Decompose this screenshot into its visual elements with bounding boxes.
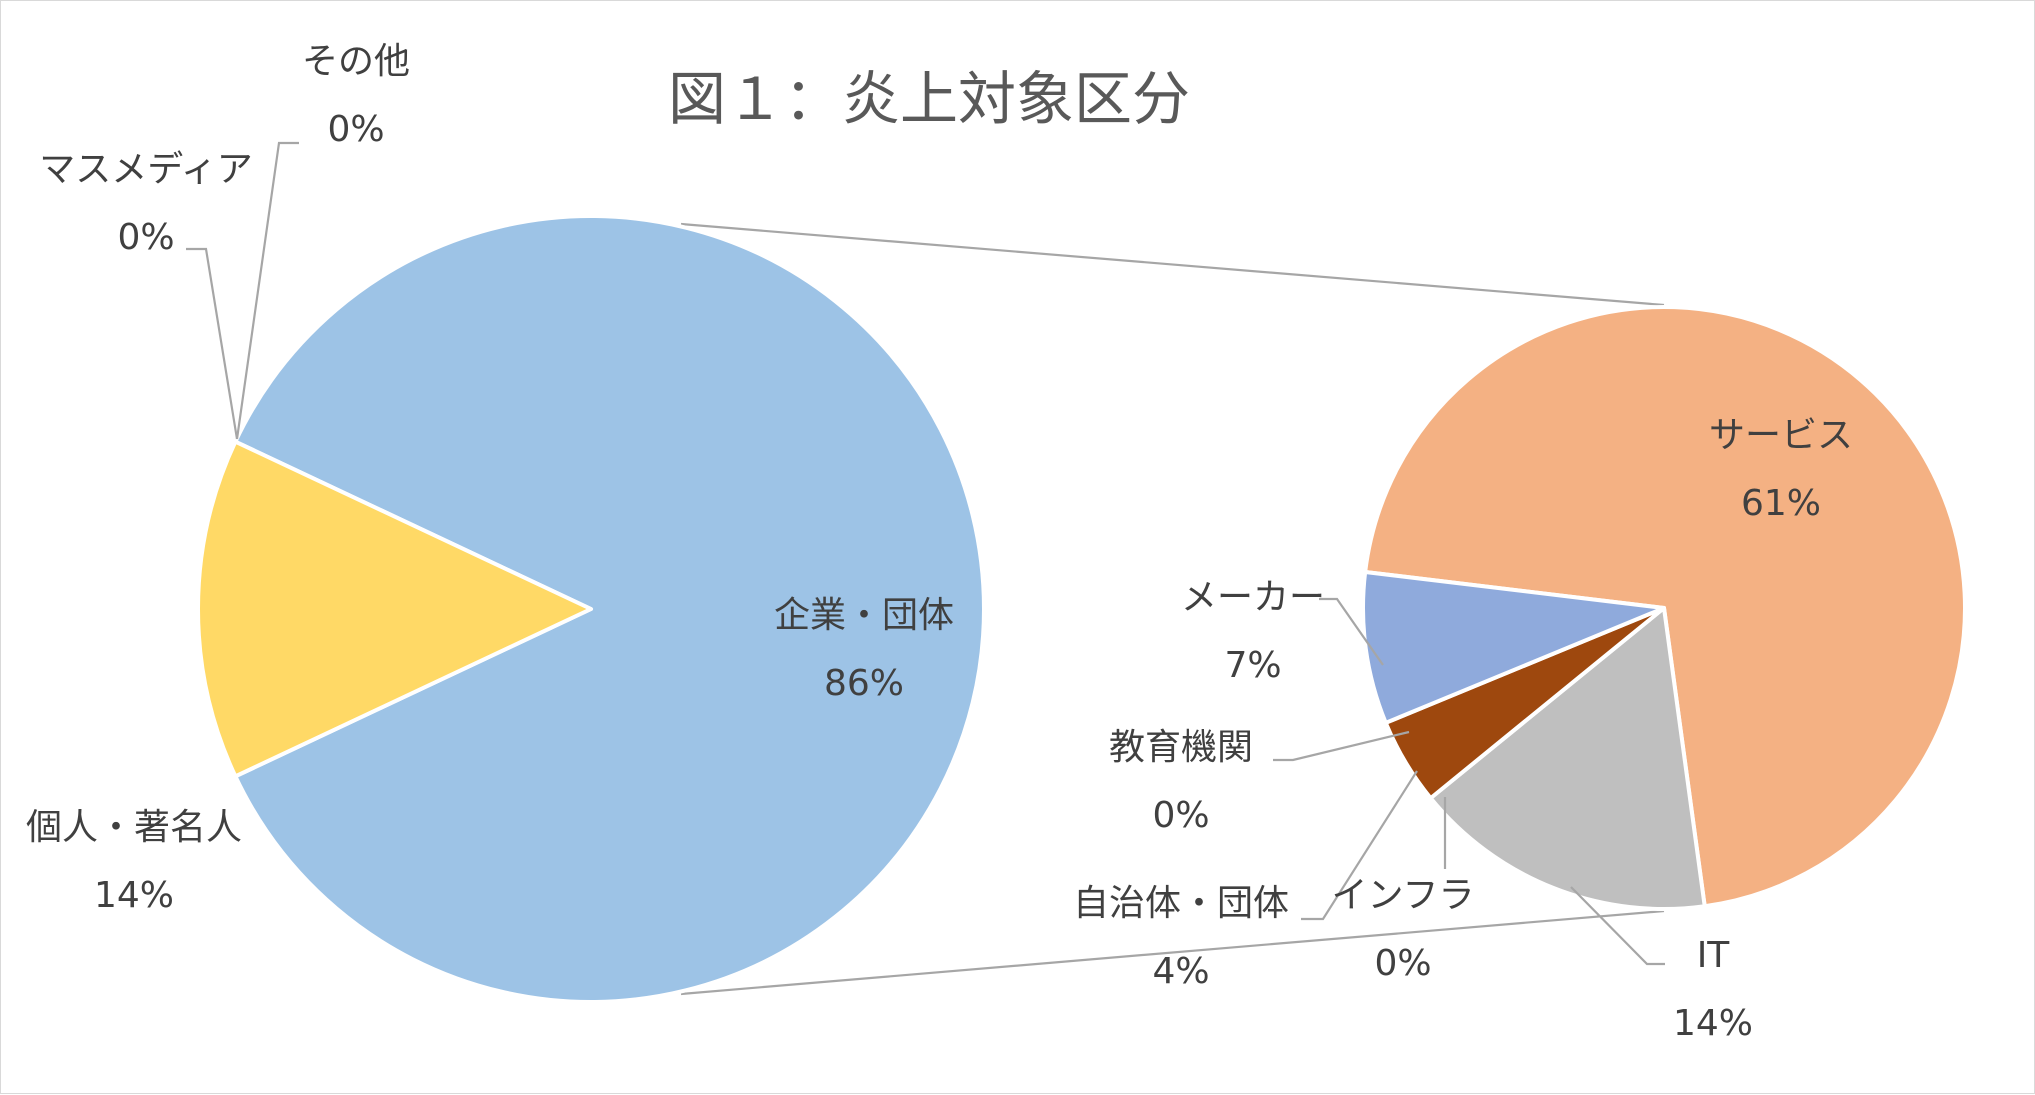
secondary-pie	[1361, 305, 1967, 911]
jichitai-value-label: 4%	[1152, 951, 1209, 992]
kojin-name-label: 個人・著名人	[26, 807, 242, 848]
kyoiku-value-label: 0%	[1152, 795, 1209, 836]
connector-bottom	[680, 909, 1665, 996]
sonota-leader-line	[235, 141, 299, 440]
secondary-slice-1	[1428, 606, 1707, 911]
masumedia-name-label: マスメディア	[39, 149, 252, 190]
leader-lines	[186, 141, 1665, 966]
kigyo-name-label: 企業・団体	[774, 595, 954, 636]
primary-slice-0	[233, 214, 986, 1004]
it-value-label: 14%	[1673, 1003, 1753, 1044]
masumedia-leader-line	[186, 247, 239, 440]
it-name-label: IT	[1697, 935, 1731, 976]
primary-pie	[196, 214, 986, 1004]
infura-name-label: インフラ	[1332, 875, 1475, 916]
kigyo-value-label: 86%	[824, 663, 904, 704]
it-leader-line	[1570, 886, 1665, 966]
kojin-value-label: 14%	[94, 875, 174, 916]
kyoiku-leader-line	[1273, 730, 1410, 762]
sonota-name-label: その他	[302, 41, 410, 82]
sonota-value-label: 0%	[327, 109, 384, 150]
kyoiku-name-label: 教育機関	[1109, 727, 1253, 768]
jichitai-name-label: 自治体・団体	[1073, 883, 1289, 924]
maker-value-label: 7%	[1224, 645, 1281, 686]
connector-lines	[680, 222, 1665, 996]
infura-value-label: 0%	[1374, 943, 1431, 984]
data-labels: 企業・団体 86% 個人・著名人 14% マスメディア 0% その他 0% サービス 61% メーカ…	[26, 41, 1853, 1044]
chart-title: 図１：炎上対象区分	[668, 65, 1190, 133]
service-value-label: 61%	[1741, 483, 1821, 524]
secondary-slice-5	[1361, 569, 1666, 725]
maker-name-label: メーカー	[1181, 577, 1325, 618]
masumedia-value-label: 0%	[117, 217, 174, 258]
primary-slice-1	[196, 439, 593, 779]
maker-leader-line	[1319, 597, 1384, 666]
service-name-label: サービス	[1709, 415, 1853, 456]
jichitai-leader-line	[1301, 770, 1418, 921]
connector-top	[680, 222, 1665, 307]
